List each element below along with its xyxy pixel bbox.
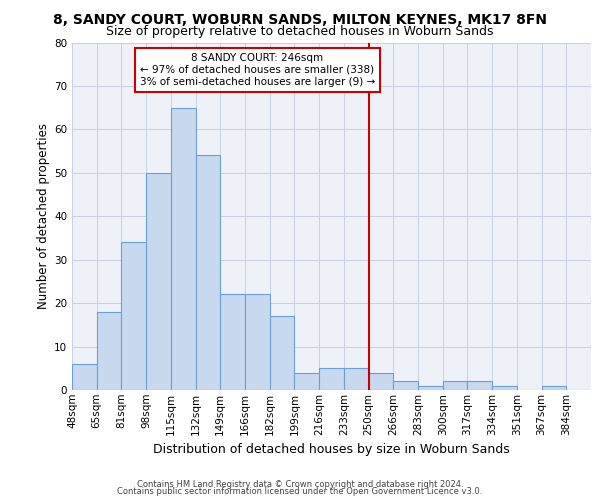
Bar — [492, 386, 517, 390]
Bar — [418, 386, 443, 390]
Bar — [368, 372, 393, 390]
Bar — [146, 173, 171, 390]
Text: Contains HM Land Registry data © Crown copyright and database right 2024.: Contains HM Land Registry data © Crown c… — [137, 480, 463, 489]
Text: Size of property relative to detached houses in Woburn Sands: Size of property relative to detached ho… — [106, 25, 494, 38]
Bar — [542, 386, 566, 390]
Text: 8, SANDY COURT, WOBURN SANDS, MILTON KEYNES, MK17 8FN: 8, SANDY COURT, WOBURN SANDS, MILTON KEY… — [53, 12, 547, 26]
Bar — [319, 368, 344, 390]
Bar — [97, 312, 121, 390]
X-axis label: Distribution of detached houses by size in Woburn Sands: Distribution of detached houses by size … — [153, 443, 510, 456]
Text: 8 SANDY COURT: 246sqm
← 97% of detached houses are smaller (338)
3% of semi-deta: 8 SANDY COURT: 246sqm ← 97% of detached … — [140, 54, 375, 86]
Bar — [121, 242, 146, 390]
Bar — [344, 368, 368, 390]
Bar — [443, 382, 467, 390]
Bar — [295, 372, 319, 390]
Bar — [467, 382, 492, 390]
Text: Contains public sector information licensed under the Open Government Licence v3: Contains public sector information licen… — [118, 487, 482, 496]
Y-axis label: Number of detached properties: Number of detached properties — [37, 123, 50, 309]
Bar — [171, 108, 196, 390]
Bar — [220, 294, 245, 390]
Bar — [245, 294, 270, 390]
Bar — [196, 156, 220, 390]
Bar — [72, 364, 97, 390]
Bar — [270, 316, 295, 390]
Bar — [393, 382, 418, 390]
